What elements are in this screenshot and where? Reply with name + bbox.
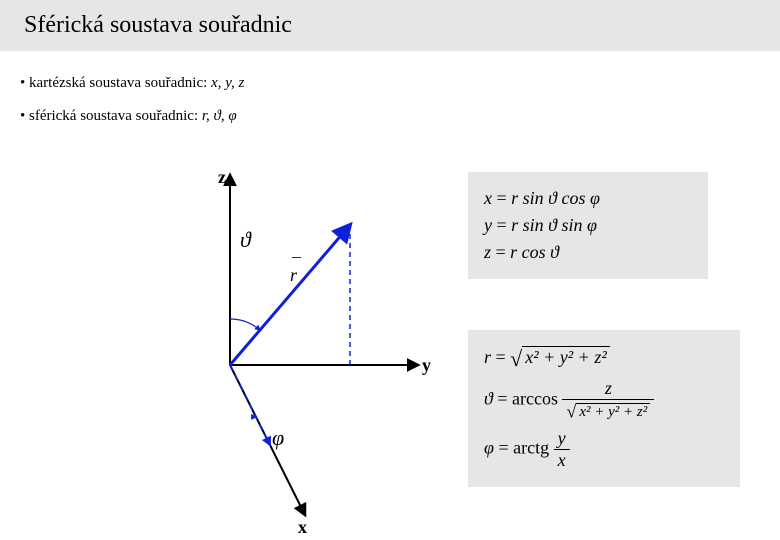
fph-lhs: φ bbox=[484, 438, 494, 458]
formula-box-inverse: r = √x² + y² + z² ϑ = arccos z √x² + y² … bbox=[468, 330, 740, 487]
fz-lhs: z bbox=[484, 242, 491, 262]
bullet-cartesian: • kartézská soustava souřadnic: x, y, z bbox=[20, 67, 760, 100]
fx-lhs: x bbox=[484, 188, 492, 208]
title-bar: Sférická soustava souřadnic bbox=[0, 0, 780, 51]
r-accent: ¯ bbox=[292, 255, 301, 276]
page-title: Sférická soustava souřadnic bbox=[24, 12, 292, 38]
bullet-cart-prefix: • kartézská soustava souřadnic: bbox=[20, 75, 211, 91]
fph-num: y bbox=[554, 428, 570, 450]
formula-theta: ϑ = arccos z √x² + y² + z² bbox=[484, 378, 724, 422]
fx-rhs: r sin ϑ cos φ bbox=[511, 188, 600, 208]
bullet-cart-vars: x, y, z bbox=[211, 75, 244, 91]
formula-x: x = r sin ϑ cos φ bbox=[484, 188, 692, 209]
formula-phi: φ = arctg y x bbox=[484, 428, 724, 471]
formula-z: z = r cos ϑ bbox=[484, 242, 692, 263]
fz-rhs: r cos ϑ bbox=[510, 242, 559, 262]
fph-fn: arctg bbox=[513, 438, 549, 458]
axis-label-x: x bbox=[298, 517, 307, 538]
theta-label: ϑ bbox=[240, 227, 251, 253]
bullet-sph-vars: r, ϑ, φ bbox=[202, 108, 237, 124]
formula-y: y = r sin ϑ sin φ bbox=[484, 215, 692, 236]
fph-den: x bbox=[554, 450, 570, 471]
fy-rhs: r sin ϑ sin φ bbox=[511, 215, 597, 235]
bullet-spherical: • sférická soustava souřadnic: r, ϑ, φ bbox=[20, 100, 760, 133]
fy-lhs: y bbox=[484, 215, 492, 235]
axis-label-y: y bbox=[422, 355, 431, 376]
fth-num: z bbox=[562, 378, 654, 400]
phi-label: φ bbox=[272, 425, 284, 451]
formula-r: r = √x² + y² + z² bbox=[484, 346, 724, 372]
axis-label-z: z bbox=[218, 167, 226, 188]
r-vector-label: ¯ r bbox=[290, 265, 297, 286]
fr-body: x² + y² + z² bbox=[522, 346, 609, 368]
diagram-svg bbox=[120, 165, 440, 535]
coordinate-diagram: z y x ϑ φ ¯ r bbox=[120, 165, 440, 535]
fth-fn: arccos bbox=[512, 388, 558, 408]
formula-box-forward: x = r sin ϑ cos φ y = r sin ϑ sin φ z = … bbox=[468, 172, 708, 279]
fth-lhs: ϑ bbox=[484, 388, 493, 408]
fth-den: x² + y² + z² bbox=[576, 403, 650, 421]
bullet-sph-prefix: • sférická soustava souřadnic: bbox=[20, 108, 202, 124]
bullet-list: • kartézská soustava souřadnic: x, y, z … bbox=[0, 51, 780, 137]
fr-lhs: r bbox=[484, 347, 491, 367]
